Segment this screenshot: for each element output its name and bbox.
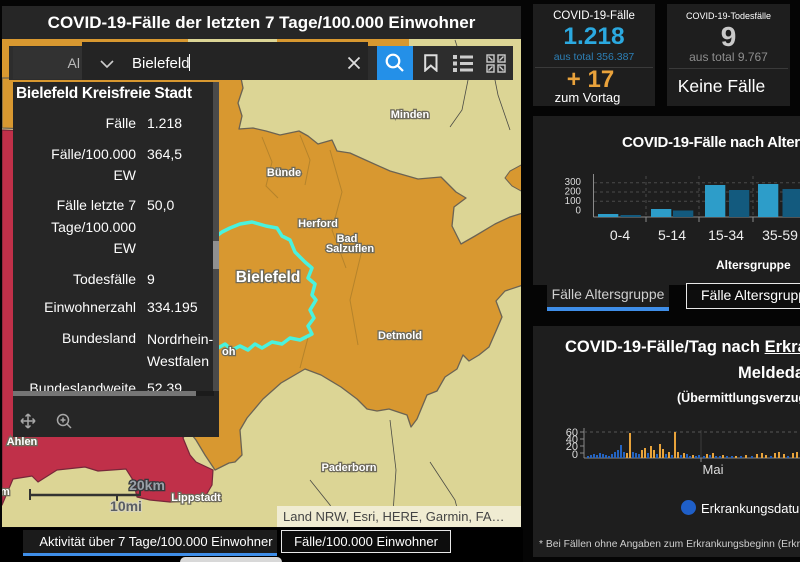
svg-text:0: 0 (576, 206, 582, 217)
svg-text:Bad: Bad (337, 233, 358, 245)
svg-text:100: 100 (565, 196, 582, 207)
svg-text:Herford: Herford (298, 218, 338, 230)
svg-text:40: 40 (566, 434, 578, 446)
svg-text:oh: oh (222, 346, 236, 358)
svg-text:m: m (2, 486, 10, 498)
svg-text:Paderborn: Paderborn (321, 462, 376, 474)
svg-text:Ahlen: Ahlen (7, 436, 38, 448)
svg-text:20: 20 (566, 441, 578, 453)
svg-text:200: 200 (565, 187, 582, 198)
svg-text:5-14: 5-14 (658, 227, 686, 243)
svg-text:0: 0 (572, 449, 578, 461)
svg-text:Bünde: Bünde (267, 167, 301, 179)
svg-text:Lippstadt: Lippstadt (171, 492, 221, 504)
svg-text:Bielefeld: Bielefeld (236, 269, 301, 286)
svg-text:Minden: Minden (391, 109, 430, 121)
svg-text:Salzuflen: Salzuflen (326, 243, 375, 255)
svg-text:10mi: 10mi (110, 498, 142, 514)
svg-text:15-34: 15-34 (708, 227, 744, 243)
svg-text:Detmold: Detmold (378, 330, 422, 342)
svg-text:300: 300 (565, 177, 582, 188)
svg-text:20km: 20km (129, 477, 165, 493)
svg-text:60: 60 (566, 427, 578, 439)
svg-text:0-4: 0-4 (610, 227, 630, 243)
svg-text:35-59: 35-59 (762, 227, 798, 243)
svg-text:Mai: Mai (703, 462, 724, 477)
